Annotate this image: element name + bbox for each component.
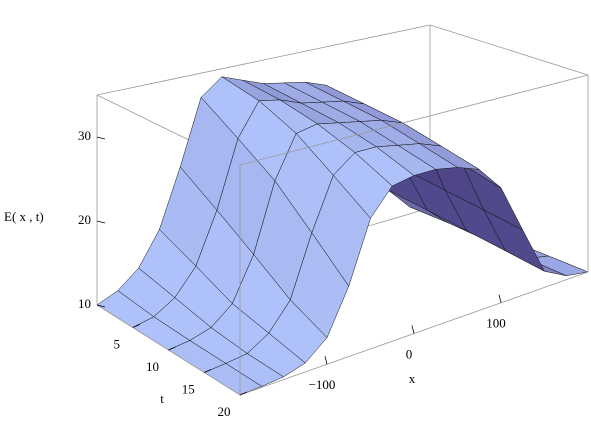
- t-tick-label: 5: [114, 336, 121, 351]
- x-tick-label: −100: [309, 377, 336, 392]
- box-edge: [239, 74, 589, 166]
- z-tick: [96, 136, 106, 140]
- x-axis-label: x: [409, 371, 416, 386]
- x-tick: [324, 356, 328, 365]
- z-tick-label: 30: [78, 128, 91, 143]
- t-tick: [239, 391, 248, 396]
- box-edge: [96, 24, 431, 96]
- t-tick-label: 10: [146, 359, 159, 374]
- t-tick-label: 15: [182, 381, 195, 396]
- x-tick-label: 100: [486, 316, 506, 331]
- t-tick: [168, 346, 176, 351]
- z-tick-label: 10: [78, 296, 91, 311]
- box-edge: [429, 24, 589, 76]
- t-tick-label: 20: [218, 404, 231, 419]
- t-tick: [132, 324, 140, 328]
- z-tick: [96, 304, 106, 308]
- t-axis-label: t: [160, 391, 164, 406]
- x-tick: [498, 294, 502, 303]
- z-tick: [96, 220, 106, 224]
- t-tick: [204, 369, 212, 373]
- x-tick-label: 0: [406, 346, 413, 361]
- z-axis-label: E( x , t): [4, 209, 44, 224]
- x-tick: [411, 325, 415, 334]
- z-tick-label: 20: [78, 212, 91, 227]
